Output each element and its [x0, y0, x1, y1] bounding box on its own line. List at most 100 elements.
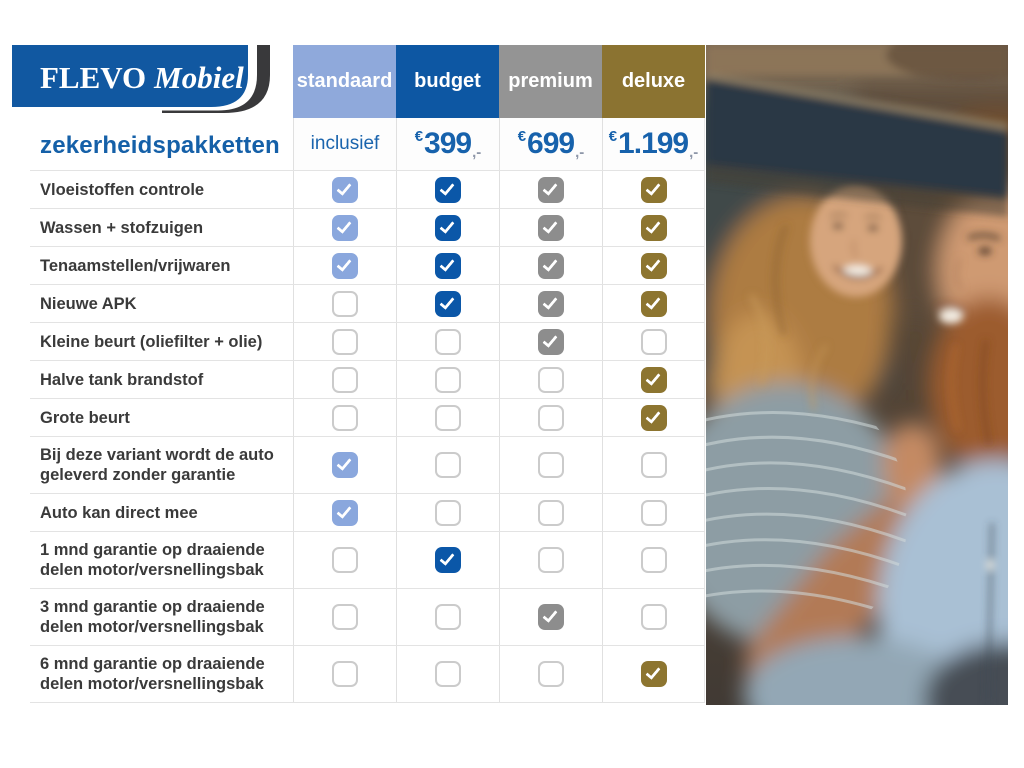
price-label: inclusief — [310, 133, 380, 154]
price-row: inclusief €399 ,- €699 ,- €1.199 ,- — [30, 118, 705, 171]
unchecked-checkbox[interactable] — [332, 404, 358, 431]
cell-budget — [396, 285, 499, 322]
checked-checkbox[interactable] — [538, 290, 564, 317]
check-icon — [542, 331, 558, 348]
cell-budget — [396, 589, 499, 645]
unchecked-checkbox[interactable] — [538, 452, 564, 478]
checked-checkbox[interactable] — [435, 547, 461, 573]
cell-deluxe — [602, 323, 705, 360]
unchecked-checkbox[interactable] — [538, 547, 564, 573]
unchecked-checkbox[interactable] — [435, 452, 461, 478]
cell-standaard — [293, 323, 396, 360]
unchecked-checkbox[interactable] — [640, 328, 667, 355]
cell-premium — [499, 361, 602, 398]
checked-checkbox[interactable] — [538, 604, 564, 630]
logo-blue-shape — [12, 45, 248, 107]
cell-premium — [499, 247, 602, 284]
row-label: Grote beurt — [40, 408, 130, 427]
price-suffix: ,- — [472, 144, 482, 161]
unchecked-checkbox[interactable] — [332, 366, 358, 393]
cell-deluxe — [602, 646, 705, 702]
unchecked-checkbox[interactable] — [538, 404, 564, 431]
row-label: 6 mnd garantie op draaiende delen motor/… — [40, 655, 265, 693]
row-label: Bij deze variant wordt de auto geleverd … — [40, 446, 274, 484]
unchecked-checkbox[interactable] — [640, 452, 667, 478]
checked-checkbox[interactable] — [640, 290, 667, 317]
price-spacer — [30, 118, 293, 170]
check-icon — [336, 455, 352, 471]
euro-sign: € — [414, 127, 424, 145]
unchecked-checkbox[interactable] — [435, 499, 461, 526]
row-label: 3 mnd garantie op draaiende delen motor/… — [40, 598, 265, 636]
cell-standaard — [293, 209, 396, 246]
unchecked-checkbox[interactable] — [538, 661, 564, 687]
unchecked-checkbox[interactable] — [538, 499, 564, 526]
unchecked-checkbox[interactable] — [538, 366, 564, 393]
unchecked-checkbox[interactable] — [332, 661, 358, 687]
cell-standaard — [293, 399, 396, 436]
checked-checkbox[interactable] — [332, 252, 358, 279]
cell-standaard — [293, 646, 396, 702]
cell-premium — [499, 494, 602, 531]
checked-checkbox[interactable] — [640, 661, 667, 687]
unchecked-checkbox[interactable] — [435, 404, 461, 431]
header-premium: premium — [499, 45, 602, 118]
brand-name-mobiel: Mobiel — [153, 60, 244, 95]
check-icon — [644, 255, 661, 272]
header-spacer — [30, 45, 293, 118]
unchecked-checkbox[interactable] — [435, 661, 461, 687]
euro-sign: € — [517, 127, 527, 145]
table-row: Bij deze variant wordt de auto geleverd … — [30, 437, 705, 494]
row-label: Halve tank brandstof — [40, 370, 204, 389]
checked-checkbox[interactable] — [640, 176, 667, 203]
check-icon — [644, 179, 661, 196]
unchecked-checkbox[interactable] — [640, 499, 667, 526]
cell-deluxe — [602, 589, 705, 645]
row-label: Wassen + stofzuigen — [40, 218, 204, 237]
unchecked-checkbox[interactable] — [435, 604, 461, 630]
checked-checkbox[interactable] — [332, 176, 358, 203]
cell-budget — [396, 209, 499, 246]
cell-deluxe — [602, 285, 705, 322]
checked-checkbox[interactable] — [332, 214, 358, 241]
checked-checkbox[interactable] — [640, 214, 667, 241]
checked-checkbox[interactable] — [640, 366, 667, 393]
checked-checkbox[interactable] — [332, 452, 358, 478]
table-row: Nieuwe APK — [30, 285, 705, 323]
unchecked-checkbox[interactable] — [332, 328, 358, 355]
checked-checkbox[interactable] — [538, 176, 564, 203]
checked-checkbox[interactable] — [332, 499, 358, 526]
checked-checkbox[interactable] — [435, 176, 461, 203]
couple-in-car-photo — [706, 45, 1008, 705]
unchecked-checkbox[interactable] — [332, 290, 358, 317]
cell-deluxe — [602, 209, 705, 246]
check-icon — [439, 179, 455, 196]
checked-checkbox[interactable] — [640, 252, 667, 279]
check-icon — [439, 293, 455, 310]
row-label: Nieuwe APK — [40, 294, 137, 313]
check-icon — [542, 255, 558, 272]
unchecked-checkbox[interactable] — [640, 604, 667, 630]
checked-checkbox[interactable] — [435, 290, 461, 317]
cell-standaard — [293, 532, 396, 588]
cell-budget — [396, 361, 499, 398]
package-header-row: standaard budget premium deluxe — [30, 45, 705, 118]
unchecked-checkbox[interactable] — [640, 547, 667, 573]
row-label: Vloeistoffen controle — [40, 180, 205, 199]
unchecked-checkbox[interactable] — [435, 328, 461, 355]
couple-photo — [706, 45, 1008, 705]
checked-checkbox[interactable] — [435, 252, 461, 279]
unchecked-checkbox[interactable] — [332, 547, 358, 573]
check-icon — [439, 550, 455, 566]
unchecked-checkbox[interactable] — [435, 366, 461, 393]
price-amount: 1.199 — [618, 127, 689, 160]
checked-checkbox[interactable] — [538, 214, 564, 241]
price-premium: €699 ,- — [499, 118, 602, 170]
checked-checkbox[interactable] — [640, 404, 667, 431]
checked-checkbox[interactable] — [538, 328, 564, 355]
unchecked-checkbox[interactable] — [332, 604, 358, 630]
checked-checkbox[interactable] — [435, 214, 461, 241]
checked-checkbox[interactable] — [538, 252, 564, 279]
flevo-mobiel-logo: FLEVO Mobiel — [12, 45, 270, 113]
